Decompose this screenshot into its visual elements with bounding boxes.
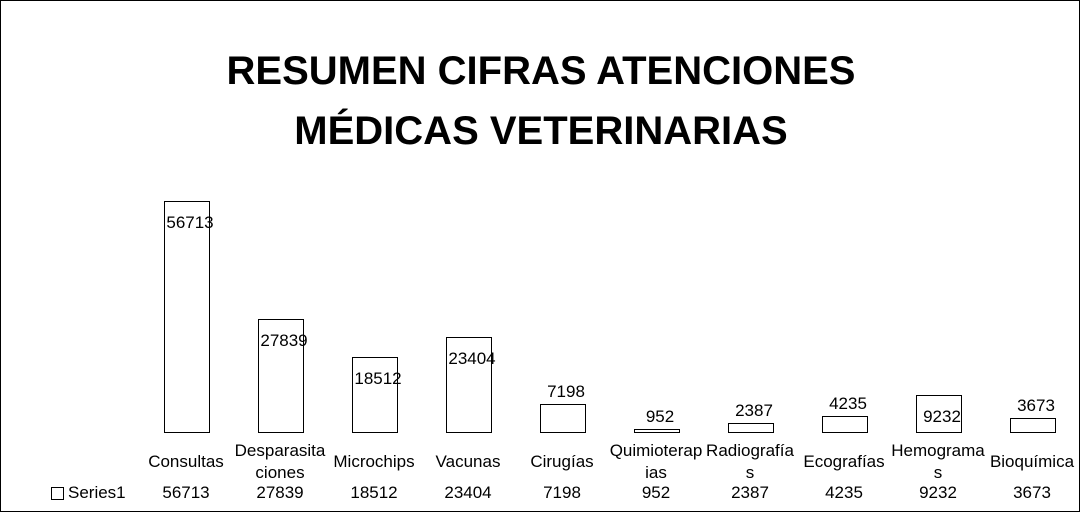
legend-label: Series1 — [68, 483, 126, 502]
bar — [258, 319, 304, 433]
bar — [728, 423, 774, 433]
table-cell: 4235 — [825, 483, 863, 502]
table-cell: 9232 — [919, 483, 957, 502]
legend-key — [51, 486, 64, 500]
x-tick-label: Desparasitaciones — [234, 441, 326, 482]
data-label: 2387 — [735, 401, 773, 421]
data-label: 27839 — [260, 331, 308, 351]
table-cell: 56713 — [162, 483, 210, 502]
data-label: 7198 — [547, 381, 585, 401]
x-tick-label: Consultas — [148, 452, 224, 471]
table-cell: 18512 — [350, 483, 398, 502]
data-label: 3673 — [1017, 395, 1055, 415]
table-cell: 952 — [641, 483, 671, 502]
legend: Series1 — [51, 483, 126, 503]
bar — [540, 403, 586, 433]
data-label: 56713 — [166, 213, 214, 232]
data-label: 18512 — [354, 369, 402, 389]
x-tick-label: Cirugías — [530, 452, 594, 471]
bar — [164, 201, 210, 433]
bar — [916, 395, 962, 433]
data-label: 952 — [645, 407, 675, 427]
bar — [1010, 417, 1056, 433]
bar — [446, 337, 492, 433]
x-tick-label: Radiografías — [706, 441, 794, 482]
x-tick-label: Quimioterapias — [609, 441, 703, 482]
x-tick-label: Microchips — [333, 452, 415, 471]
bar — [352, 357, 398, 433]
x-tick-label: Vacunas — [435, 452, 501, 471]
bar — [634, 429, 680, 433]
x-tick-label: Ecografías — [803, 452, 885, 471]
data-label: 4235 — [829, 393, 867, 413]
bar — [822, 415, 868, 433]
table-cell: 2387 — [731, 483, 769, 502]
table-cell: 27839 — [256, 483, 304, 502]
chart-title: RESUMEN CIFRAS ATENCIONES MÉDICAS VETERI… — [226, 49, 856, 153]
x-tick-label: Hemogramas — [891, 441, 985, 482]
table-cell: 7198 — [543, 483, 581, 502]
data-label: 23404 — [448, 349, 496, 369]
table-cell: 23404 — [444, 483, 492, 502]
data-label: 9232 — [923, 407, 961, 427]
x-tick-label: Bioquímica — [989, 452, 1075, 471]
table-cell: 3673 — [1013, 483, 1051, 502]
